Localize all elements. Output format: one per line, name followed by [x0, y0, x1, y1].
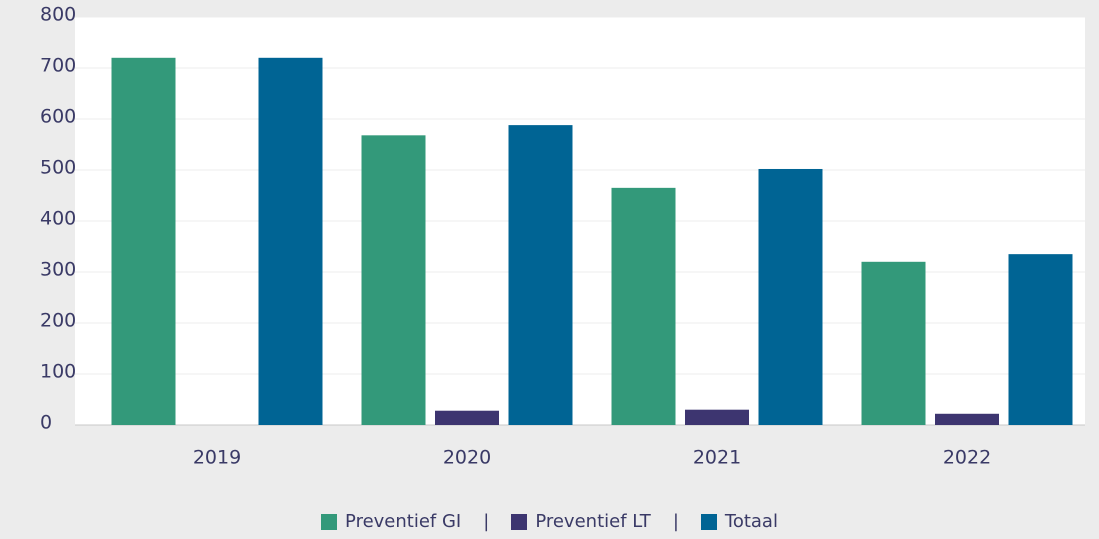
- legend-separator: |: [483, 511, 490, 532]
- y-tick-label: 400: [40, 208, 76, 230]
- x-tick-label: 2022: [943, 447, 991, 469]
- legend-label: Preventief GI: [345, 511, 462, 532]
- legend-item: Preventief LT: [511, 511, 651, 532]
- y-tick-label: 300: [40, 259, 76, 281]
- bar: [435, 410, 499, 425]
- legend-separator: |: [672, 511, 679, 532]
- legend-swatch: [511, 513, 528, 530]
- bar: [361, 135, 426, 425]
- bar: [111, 57, 176, 426]
- bar: [935, 413, 999, 425]
- y-tick-label: 0: [40, 412, 52, 434]
- legend: Preventief GI | Preventief LT | Totaal: [0, 511, 1099, 532]
- x-tick-label: 2021: [693, 447, 741, 469]
- legend-item: Preventief GI: [321, 511, 461, 532]
- x-tick-label: 2020: [443, 447, 491, 469]
- legend-swatch: [321, 513, 338, 530]
- chart: 0 100 200 300 400 500 600 700 800 2019 2020 2021 202…: [40, 4, 1085, 469]
- y-tick-label: 800: [40, 4, 76, 26]
- bar: [508, 125, 573, 426]
- bar: [611, 187, 676, 425]
- y-tick-label: 100: [40, 361, 76, 383]
- legend-swatch: [700, 513, 717, 530]
- x-tick-label: 2019: [193, 447, 241, 469]
- y-tick-label: 600: [40, 106, 76, 128]
- bar: [758, 168, 823, 426]
- bar: [1008, 254, 1073, 425]
- bar: [685, 409, 749, 425]
- y-tick-label: 700: [40, 55, 76, 77]
- y-tick-label: 200: [40, 310, 76, 332]
- legend-label: Totaal: [724, 511, 778, 532]
- y-tick-label: 500: [40, 157, 76, 179]
- bar: [861, 261, 926, 425]
- bar: [258, 57, 323, 426]
- legend-item: Totaal: [700, 511, 778, 532]
- legend-label: Preventief LT: [535, 511, 651, 532]
